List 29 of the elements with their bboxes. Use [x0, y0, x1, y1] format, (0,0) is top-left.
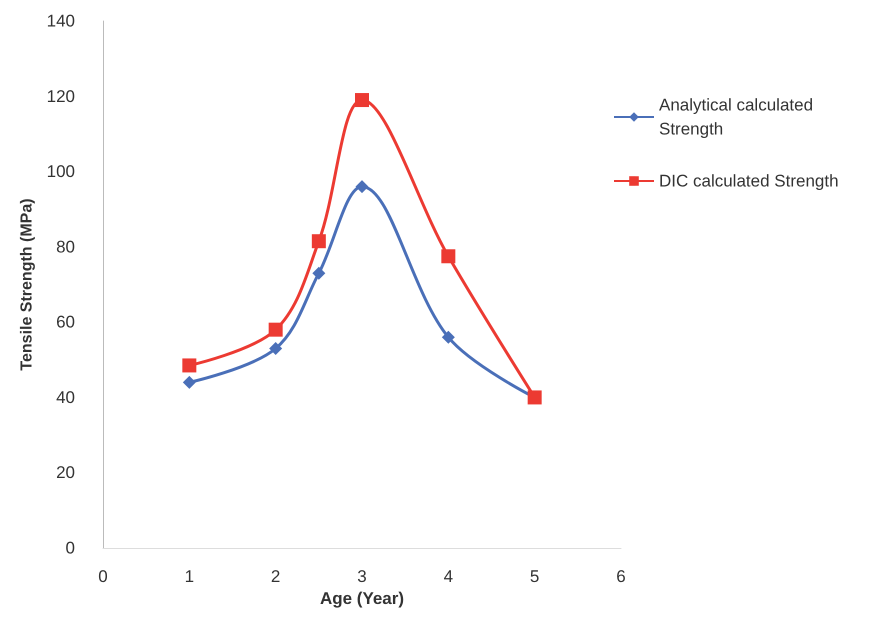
legend-label: DIC calculated Strength: [659, 172, 839, 190]
y-tick-label: 100: [46, 162, 75, 182]
y-tick-label: 0: [66, 538, 75, 558]
y-tick-label: 40: [56, 388, 75, 407]
point: [355, 93, 369, 108]
point: [441, 249, 456, 264]
point: [268, 322, 283, 337]
y-tick-label: 140: [46, 12, 75, 30]
y-tick-label: 120: [46, 86, 75, 106]
legend-label: Analytical calculated Strength: [659, 96, 818, 138]
x-tick-label: 5: [530, 567, 540, 586]
y-tick-label: 80: [56, 237, 75, 256]
x-axis-title: Age (Year): [320, 589, 404, 608]
point: [182, 358, 196, 372]
y-axis-title: Tensile Strength (MPa): [18, 198, 36, 371]
x-tick-label: 0: [98, 567, 108, 586]
y-tick-label: 60: [56, 312, 75, 332]
y-tick-label: 20: [56, 463, 75, 482]
point: [312, 234, 326, 248]
x-tick-label: 6: [616, 567, 626, 586]
x-tick-label: 3: [357, 567, 367, 586]
point: [312, 266, 326, 280]
x-tick-label: 2: [270, 567, 280, 586]
point: [356, 180, 368, 194]
x-tick-label: 1: [184, 567, 194, 586]
point: [182, 376, 196, 389]
point: [442, 330, 455, 344]
x-tick-label: 4: [444, 567, 454, 586]
point: [269, 342, 282, 355]
